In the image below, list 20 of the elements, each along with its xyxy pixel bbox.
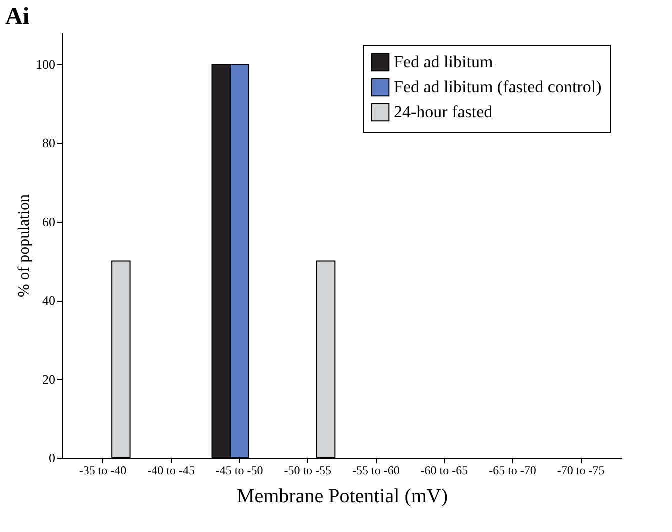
x-tick-label: -40 to -45 [148,464,195,478]
x-tick-label: -70 to -75 [557,464,605,478]
y-tick-label: 100 [36,56,56,72]
x-tick-label: -50 to -55 [284,464,332,478]
y-tick-label: 20 [42,372,56,387]
chart-title: Ai [6,4,30,30]
x-tick-label: -65 to -70 [489,464,536,478]
legend-label: 24-hour fasted [394,102,494,122]
x-tick-label: -60 to -65 [420,464,468,478]
y-tick-label: 60 [42,214,56,230]
x-tick-label: -35 to -40 [79,464,127,478]
y-tick-label: 0 [49,450,56,466]
x-axis-title: Membrane Potential (mV) [236,486,448,508]
x-tick-label: -55 to -60 [352,464,400,478]
y-tick-label: 40 [42,293,56,308]
y-tick-label: 80 [42,136,56,151]
legend-label: Fed ad libitum (fasted control) [394,78,602,96]
legend-label: Fed ad libitum [394,52,494,72]
y-axis-title: % of population [16,194,33,298]
x-tick-label: -45 to -50 [216,464,264,478]
